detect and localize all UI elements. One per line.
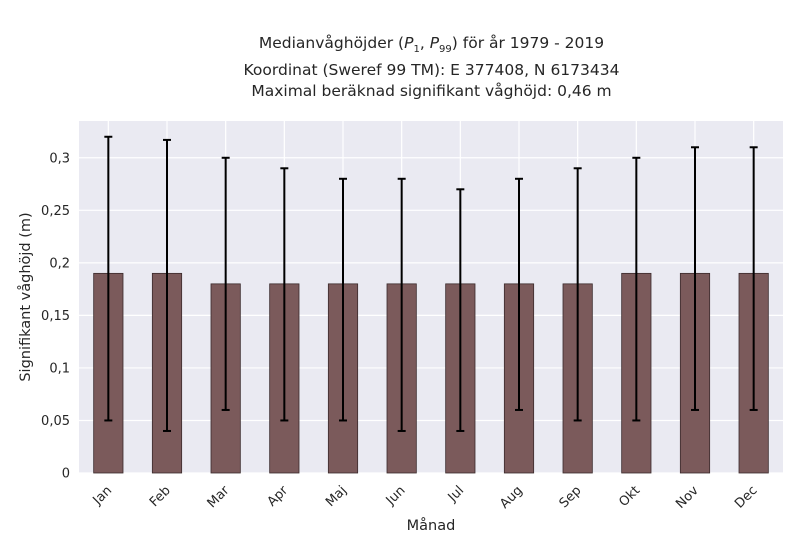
error-bar-sep xyxy=(573,167,582,422)
error-bar-jun xyxy=(397,177,406,432)
x-tick-label: Mar xyxy=(205,483,233,511)
x-tick-label: Feb xyxy=(147,483,174,510)
x-tick-label: Okt xyxy=(616,483,643,510)
error-bar-apr xyxy=(280,167,289,422)
y-tick-label: 0,2 xyxy=(49,256,70,271)
x-tick-label: Jun xyxy=(383,483,409,509)
error-bar-jan xyxy=(104,135,113,422)
y-axis-label: Signifikant våghöjd (m) xyxy=(17,212,34,381)
x-tick-label: Dec xyxy=(732,483,760,511)
chart-title-line-2: Koordinat (Sweref 99 TM): E 377408, N 61… xyxy=(243,61,620,80)
error-bar-nov xyxy=(691,146,699,411)
error-bar-aug xyxy=(515,177,523,411)
x-axis-ticks: Jan Feb Mar Apr Maj Jun Jul Aug Sep Okt Nov Dec xyxy=(90,483,761,512)
error-bar-maj xyxy=(339,177,347,422)
y-tick-label: 0 xyxy=(62,467,70,482)
y-tick-label: 0,3 xyxy=(49,151,70,166)
y-tick-label: 0,05 xyxy=(41,414,70,429)
error-bar-feb xyxy=(163,138,171,432)
x-axis-label: Månad xyxy=(407,517,456,534)
error-bars xyxy=(104,135,758,432)
x-tick-label: Jul xyxy=(445,483,467,505)
error-bar-dec xyxy=(749,146,758,411)
y-axis-ticks: 0 0,05 0,1 0,15 0,2 0,25 0,3 xyxy=(41,151,70,481)
y-tick-label: 0,1 xyxy=(49,361,70,376)
plot-area xyxy=(79,121,783,473)
y-tick-label: 0,25 xyxy=(41,204,70,219)
chart-title: Medianvåghöjder (P1, P99) för år 1979 - … xyxy=(80,33,783,102)
chart-title-line-1: Medianvåghöjder (P1, P99) för år 1979 - … xyxy=(258,34,605,56)
x-tick-label: Aug xyxy=(497,483,526,512)
error-bar-okt xyxy=(632,156,641,422)
error-bar-mar xyxy=(221,156,230,411)
x-tick-label: Sep xyxy=(557,483,585,511)
error-bar-jul xyxy=(456,188,465,432)
x-tick-label: Apr xyxy=(265,483,292,510)
x-tick-label: Jan xyxy=(90,483,115,508)
x-tick-label: Maj xyxy=(323,483,350,510)
y-tick-label: 0,15 xyxy=(41,309,70,324)
chart-title-line-3: Maximal beräknad signifikant våghöjd: 0,… xyxy=(251,82,612,101)
x-tick-label: Nov xyxy=(673,483,702,512)
